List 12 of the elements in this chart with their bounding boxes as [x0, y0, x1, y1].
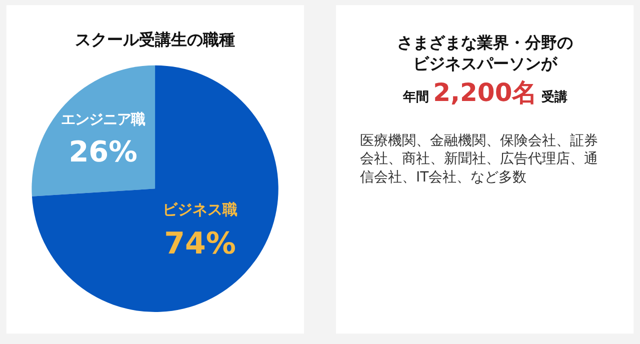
chart-title: スクール受講生の職種 — [75, 30, 235, 49]
slice-label: エンジニア職 — [61, 111, 146, 128]
data-label: 74% — [164, 226, 236, 262]
pie-slice — [32, 65, 156, 196]
text: 年間 — [402, 90, 429, 105]
text: さまざまな業界・分野のビジネスパーソンが — [397, 33, 573, 73]
pie-slice — [32, 65, 278, 312]
text: 医療機関、金融機関、保険会社、証券会社、商社、新聞社、広告代理店、通信会社、IT会社、など多数 — [360, 133, 598, 186]
text: 2,200名 — [433, 78, 538, 107]
data-label: 26% — [68, 134, 138, 168]
text: 受講 — [540, 89, 568, 105]
slice-label: ビジネス職 — [162, 200, 238, 218]
